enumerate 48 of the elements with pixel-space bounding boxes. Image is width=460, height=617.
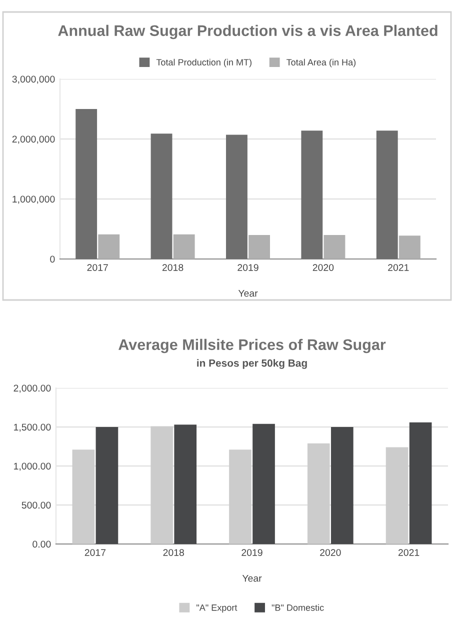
y-tick-label: 1,500.00 [14, 424, 51, 432]
x-tick-label: 2020 [312, 264, 334, 271]
chart-title: Annual Raw Sugar Production vis a vis Area Planted [58, 24, 438, 40]
x-tick-label: 2019 [238, 264, 258, 271]
x-tick-label: 2017 [87, 264, 108, 271]
bar [150, 134, 172, 259]
x-tick-label: 2021 [398, 549, 420, 556]
legend-label: Total Area (in Ha) [286, 58, 356, 68]
legend-label: "B" Domestic [272, 604, 324, 611]
legend-label: "A" Export [196, 604, 238, 613]
y-tick-label: 2,000,000 [12, 136, 55, 144]
bar [173, 234, 195, 259]
bar [174, 424, 197, 544]
bar [409, 422, 432, 544]
bar [307, 443, 330, 544]
bar [376, 130, 398, 259]
x-tick-label: 2021 [388, 264, 409, 271]
y-tick-label: 2,000.00 [14, 384, 51, 393]
x-axis-title: Year [242, 574, 262, 582]
bar [252, 424, 275, 544]
y-tick-label: 0 [50, 256, 55, 263]
chart-title: Average Millsite Prices of Raw Sugar [118, 338, 386, 354]
bar [98, 234, 120, 259]
y-tick-label: 500.00 [22, 502, 51, 509]
bar [229, 450, 252, 544]
bar [398, 236, 420, 259]
x-tick-label: 2018 [162, 264, 184, 271]
bar [248, 235, 270, 259]
x-tick-label: 2017 [84, 549, 106, 556]
x-tick-label: 2019 [242, 549, 262, 556]
bar [150, 426, 174, 544]
y-tick-label: 1,000.00 [14, 462, 51, 471]
bar [96, 427, 118, 544]
x-axis-title: Year [238, 290, 258, 297]
legend-label: Total Production (in MT) [156, 58, 252, 68]
chart-subtitle: in Pesos per 50kg Bag [197, 359, 307, 369]
bar [226, 134, 248, 259]
bar [330, 427, 354, 544]
x-tick-label: 2020 [320, 549, 341, 556]
bar [301, 130, 323, 259]
y-tick-label: 0.00 [32, 540, 51, 548]
bar [76, 109, 98, 259]
x-tick-label: 2018 [163, 549, 184, 556]
y-tick-label: 1,000,000 [12, 196, 55, 204]
bar [72, 450, 95, 544]
bar [386, 447, 408, 544]
y-tick-label: 3,000,000 [12, 76, 55, 84]
bar [324, 235, 346, 259]
